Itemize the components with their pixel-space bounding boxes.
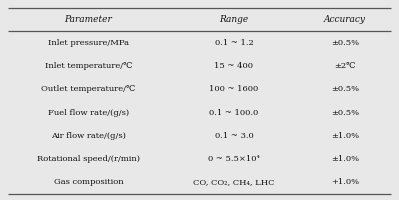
Text: Accuracy: Accuracy [324, 15, 366, 24]
Text: 0 ~ 5.5×10⁴: 0 ~ 5.5×10⁴ [208, 155, 260, 163]
Text: ±1.0%: ±1.0% [331, 132, 359, 140]
Text: Parameter: Parameter [65, 15, 112, 24]
Text: ±0.5%: ±0.5% [331, 109, 359, 117]
Text: ±2℃: ±2℃ [334, 62, 356, 70]
Text: 0.1 ~ 3.0: 0.1 ~ 3.0 [215, 132, 253, 140]
Text: CO, CO₂, CH₄, LHC: CO, CO₂, CH₄, LHC [193, 178, 275, 186]
Text: 0.1 ~ 1.2: 0.1 ~ 1.2 [215, 39, 253, 47]
Text: Air flow rate/(g/s): Air flow rate/(g/s) [51, 132, 126, 140]
Text: Gas composition: Gas composition [53, 178, 123, 186]
Text: 15 ~ 400: 15 ~ 400 [215, 62, 253, 70]
Text: Range: Range [219, 15, 249, 24]
Text: ±1.0%: ±1.0% [331, 155, 359, 163]
Text: Inlet temperature/℃: Inlet temperature/℃ [45, 62, 132, 70]
Text: ±0.5%: ±0.5% [331, 85, 359, 93]
Text: 100 ~ 1600: 100 ~ 1600 [209, 85, 259, 93]
Text: Fuel flow rate/(g/s): Fuel flow rate/(g/s) [48, 109, 129, 117]
Text: Rotational speed/(r/min): Rotational speed/(r/min) [37, 155, 140, 163]
Text: +1.0%: +1.0% [331, 178, 359, 186]
Text: Inlet pressure/MPa: Inlet pressure/MPa [48, 39, 129, 47]
Text: Outlet temperature/℃: Outlet temperature/℃ [41, 85, 136, 93]
Text: ±0.5%: ±0.5% [331, 39, 359, 47]
Text: 0.1 ~ 100.0: 0.1 ~ 100.0 [209, 109, 259, 117]
